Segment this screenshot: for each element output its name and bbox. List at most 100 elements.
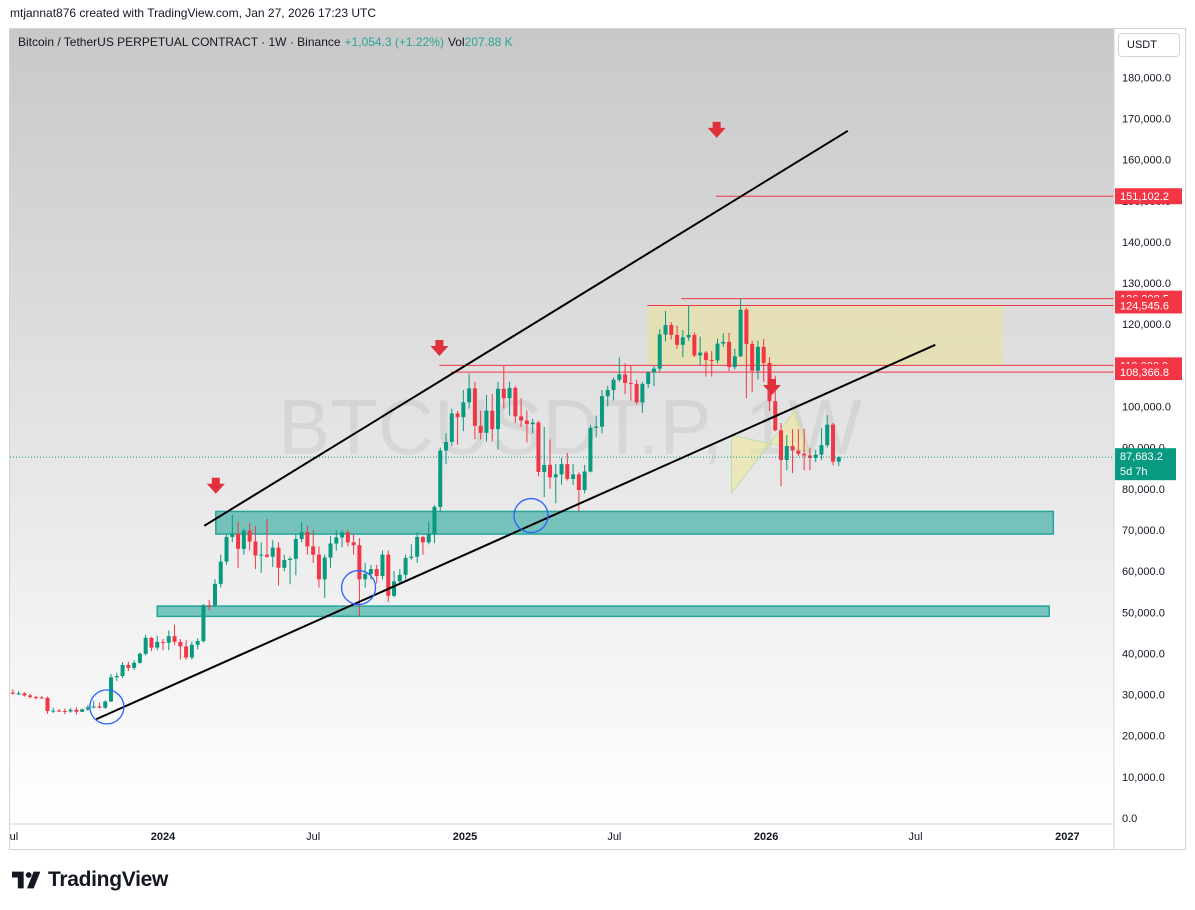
candle-body xyxy=(571,474,576,479)
candle xyxy=(415,532,420,563)
candle xyxy=(282,554,287,572)
candle-body xyxy=(663,325,668,335)
candle xyxy=(426,521,431,545)
candle-body xyxy=(605,390,610,397)
symbol-title[interactable]: Bitcoin / TetherUS PERPETUAL CONTRACT · … xyxy=(18,35,341,49)
candle xyxy=(207,599,212,611)
candle xyxy=(189,641,194,660)
candle-body xyxy=(709,360,714,362)
tradingview-logo-icon xyxy=(12,871,41,889)
candle-body xyxy=(189,644,194,658)
candle xyxy=(109,673,114,702)
y-tick-label: 120,000.0 xyxy=(1122,319,1171,331)
candle xyxy=(57,708,62,712)
candle xyxy=(357,538,362,617)
candle xyxy=(732,348,737,370)
candle-body xyxy=(698,352,703,356)
candle xyxy=(288,556,293,585)
candle xyxy=(368,564,373,580)
candle-body xyxy=(282,559,287,568)
candle-body xyxy=(316,554,321,580)
candle xyxy=(374,564,379,584)
candle-body xyxy=(57,710,62,712)
candle xyxy=(68,708,73,713)
candle-body xyxy=(386,554,391,596)
candle xyxy=(161,638,165,651)
candle-body xyxy=(675,334,680,345)
candle xyxy=(582,464,587,494)
candle-body xyxy=(345,532,350,543)
candle xyxy=(363,562,368,588)
plot-area xyxy=(10,121,1114,725)
candle xyxy=(126,661,131,672)
currency-button[interactable]: USDT xyxy=(1118,33,1180,57)
candle-body xyxy=(351,542,356,546)
symbol-legend: Bitcoin / TetherUS PERPETUAL CONTRACT · … xyxy=(18,35,513,49)
candle-body xyxy=(513,387,518,417)
candle-body xyxy=(305,532,310,547)
candle xyxy=(478,410,483,440)
down-arrow-icon xyxy=(430,339,449,356)
candle-body xyxy=(634,383,639,403)
candle xyxy=(784,435,789,471)
tradingview-logo[interactable]: TradingView xyxy=(12,868,168,892)
candle-body xyxy=(565,464,570,479)
candle xyxy=(571,464,576,485)
candle xyxy=(715,338,720,364)
price-label-box-2 xyxy=(1115,297,1182,314)
candle-body xyxy=(363,573,368,580)
candle-body xyxy=(669,325,674,335)
candle-body xyxy=(553,474,558,478)
candle-body xyxy=(397,574,402,582)
candle-body xyxy=(796,450,801,454)
candle xyxy=(259,542,264,573)
price-chart[interactable]: BTCUSDT.P, 1W 0.0 10,000.0 20,000.0 30,000.0… xyxy=(10,29,1185,849)
candle xyxy=(218,554,223,588)
candle xyxy=(455,411,460,445)
candle-body xyxy=(97,706,102,708)
candle xyxy=(172,624,177,646)
candle-body xyxy=(496,388,501,430)
candle xyxy=(230,514,235,543)
candle-body xyxy=(542,464,547,472)
candle-body xyxy=(103,701,108,708)
candle-body xyxy=(599,396,604,427)
candle-body xyxy=(750,343,755,371)
candle xyxy=(628,365,633,401)
candle xyxy=(270,540,275,567)
x-tick-label: 2025 xyxy=(453,831,477,843)
candle xyxy=(536,420,541,477)
candle xyxy=(438,447,443,512)
candle xyxy=(212,579,217,607)
candle-body xyxy=(241,530,246,549)
candle xyxy=(420,536,425,555)
y-tick-label: 30,000.0 xyxy=(1122,690,1165,702)
candle xyxy=(617,357,622,382)
candle-body xyxy=(293,539,298,559)
candle xyxy=(178,638,183,660)
candle-body xyxy=(628,383,633,385)
candle xyxy=(565,452,570,481)
candle-body xyxy=(484,410,489,433)
candle-body xyxy=(472,388,477,426)
candle-body xyxy=(744,309,749,344)
y-tick-label: 170,000.0 xyxy=(1122,113,1171,125)
candle-body xyxy=(109,677,114,702)
candle-body xyxy=(33,697,38,699)
candle xyxy=(253,525,258,570)
candle-body xyxy=(611,379,616,391)
candle-body xyxy=(276,547,281,568)
price-label-box-4 xyxy=(1115,364,1182,381)
candle xyxy=(449,408,454,446)
volume-label: Vol xyxy=(447,35,465,49)
candle-body xyxy=(686,334,691,338)
candle-body xyxy=(449,413,454,442)
candle xyxy=(796,429,801,456)
touch-circle-0 xyxy=(89,689,125,725)
candle-body xyxy=(288,558,293,560)
candle xyxy=(831,422,836,466)
candle-body xyxy=(299,532,304,540)
y-tick-label: 60,000.0 xyxy=(1122,566,1165,578)
candle-body xyxy=(149,637,154,648)
candle-body xyxy=(178,641,183,647)
